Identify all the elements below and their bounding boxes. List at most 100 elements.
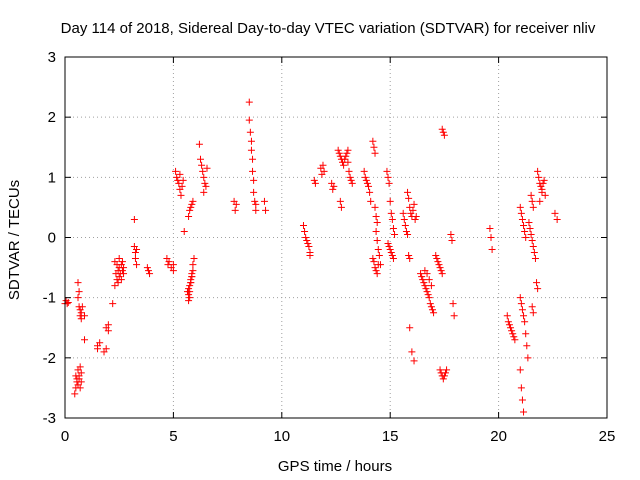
data-point: [420, 279, 428, 287]
data-point: [115, 255, 123, 263]
data-point: [410, 357, 418, 365]
data-point: [518, 215, 526, 223]
data-point: [370, 258, 378, 266]
y-tick-label: 3: [48, 49, 56, 66]
data-point: [516, 294, 524, 302]
data-point: [185, 212, 193, 220]
data-point: [536, 197, 544, 205]
data-point: [130, 215, 138, 223]
data-point: [374, 261, 382, 269]
data-point: [412, 212, 420, 220]
data-point: [385, 243, 393, 251]
data-point: [387, 209, 395, 217]
data-point: [172, 167, 180, 175]
data-point: [432, 252, 440, 260]
data-point: [260, 197, 268, 205]
data-point: [436, 366, 444, 374]
data-point: [303, 237, 311, 245]
data-point: [538, 188, 546, 196]
data-point: [232, 200, 240, 208]
data-point: [371, 264, 379, 272]
data-point: [521, 227, 529, 235]
data-point: [427, 303, 435, 311]
data-point: [367, 197, 375, 205]
data-point: [511, 336, 519, 344]
data-point: [249, 167, 257, 175]
data-point: [391, 230, 399, 238]
data-point: [409, 206, 417, 214]
data-point: [337, 203, 345, 211]
data-point: [334, 146, 342, 154]
data-point: [186, 294, 194, 302]
data-point: [504, 318, 512, 326]
data-point: [78, 303, 86, 311]
data-point: [486, 224, 494, 232]
data-point: [510, 333, 518, 341]
data-point: [372, 227, 380, 235]
data-point: [533, 279, 541, 287]
data-point: [383, 167, 391, 175]
data-point: [399, 209, 407, 217]
data-point: [505, 321, 513, 329]
data-point: [186, 282, 194, 290]
data-point: [528, 237, 536, 245]
data-point: [195, 140, 203, 148]
data-point: [250, 176, 258, 184]
axis-ticks: 0 5 10 15 20 25 -3 -2 -1 0 1 2 3: [43, 49, 616, 445]
data-point: [371, 203, 379, 211]
data-point: [386, 197, 394, 205]
data-point: [342, 152, 350, 160]
data-point: [176, 170, 184, 178]
data-point: [389, 255, 397, 263]
data-point: [529, 243, 537, 251]
data-point: [329, 185, 337, 193]
data-point: [186, 288, 194, 296]
data-point: [438, 270, 446, 278]
x-tick-label: 0: [61, 428, 69, 445]
data-point: [146, 270, 154, 278]
data-point: [521, 318, 529, 326]
data-point: [341, 155, 349, 163]
data-point: [77, 369, 85, 377]
data-point: [189, 267, 197, 275]
data-point: [540, 176, 548, 184]
data-point: [488, 246, 496, 254]
data-point: [388, 252, 396, 260]
data-point: [518, 306, 526, 314]
data-point: [111, 282, 119, 290]
data-point: [203, 164, 211, 172]
data-point: [114, 279, 122, 287]
data-point: [516, 366, 524, 374]
data-point: [449, 300, 457, 308]
data-point: [369, 255, 377, 263]
data-point: [175, 179, 183, 187]
data-point: [362, 176, 370, 184]
data-point: [440, 131, 448, 139]
data-point: [247, 137, 255, 145]
data-point: [185, 291, 193, 299]
data-point: [201, 179, 209, 187]
data-point: [430, 309, 438, 317]
data-point: [185, 285, 193, 293]
data-point: [198, 161, 206, 169]
data-point: [518, 396, 526, 404]
data-point: [410, 200, 418, 208]
data-point: [528, 303, 536, 311]
data-point: [400, 215, 408, 223]
data-point: [179, 176, 187, 184]
data-point: [528, 197, 536, 205]
data-point: [347, 176, 355, 184]
data-point: [526, 224, 534, 232]
data-point: [247, 146, 255, 154]
data-point: [302, 234, 310, 241]
data-point: [185, 297, 193, 305]
data-point: [252, 206, 260, 214]
data-point: [104, 321, 112, 329]
data-point: [408, 348, 416, 356]
y-tick-label: 2: [48, 109, 56, 126]
data-point: [169, 261, 177, 269]
data-point: [441, 369, 449, 377]
data-point: [81, 312, 89, 320]
data-point: [421, 282, 429, 290]
